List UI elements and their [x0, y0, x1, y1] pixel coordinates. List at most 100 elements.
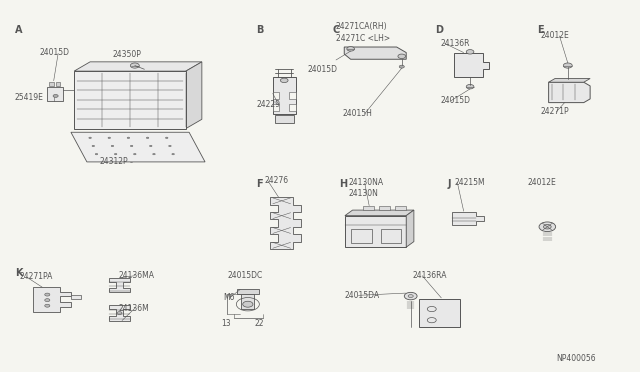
Text: A: A — [15, 25, 22, 35]
Bar — [49, 82, 54, 86]
Bar — [241, 294, 254, 309]
Text: 24136R: 24136R — [440, 39, 470, 48]
Text: J: J — [448, 179, 451, 189]
Text: 25419E: 25419E — [15, 93, 44, 102]
Text: 24015DC: 24015DC — [227, 271, 262, 280]
Circle shape — [347, 46, 355, 51]
Circle shape — [169, 145, 172, 147]
Polygon shape — [186, 62, 202, 129]
Text: 24136MA: 24136MA — [119, 271, 155, 280]
Circle shape — [89, 137, 92, 138]
Bar — [273, 77, 296, 114]
Bar — [71, 295, 81, 299]
Text: 24130N: 24130N — [349, 189, 379, 198]
Text: 24012E: 24012E — [540, 31, 569, 41]
Circle shape — [166, 137, 168, 138]
Text: 24271C <LH>: 24271C <LH> — [336, 34, 390, 43]
Text: 24015D: 24015D — [39, 48, 69, 57]
Polygon shape — [109, 278, 130, 292]
Text: 24271P: 24271P — [540, 108, 569, 116]
Circle shape — [153, 153, 156, 155]
Text: 24015DA: 24015DA — [344, 291, 380, 300]
Text: B: B — [256, 25, 264, 35]
Circle shape — [95, 153, 98, 155]
Circle shape — [53, 94, 58, 97]
Circle shape — [45, 299, 50, 302]
Circle shape — [408, 295, 413, 298]
Circle shape — [399, 65, 404, 68]
Bar — [381, 229, 401, 243]
Text: NP400056: NP400056 — [556, 354, 596, 363]
Text: E: E — [537, 25, 544, 35]
Polygon shape — [345, 210, 414, 216]
Text: 24012E: 24012E — [527, 178, 556, 187]
Circle shape — [150, 145, 152, 147]
Text: 24130NA: 24130NA — [349, 178, 384, 187]
Bar — [289, 105, 296, 111]
Text: 22: 22 — [255, 320, 264, 328]
Circle shape — [243, 301, 253, 307]
Circle shape — [134, 153, 136, 155]
Text: 13: 13 — [221, 320, 230, 328]
Circle shape — [543, 225, 551, 229]
Polygon shape — [109, 305, 130, 321]
Polygon shape — [270, 197, 301, 249]
Circle shape — [467, 49, 474, 54]
Text: H: H — [339, 179, 348, 189]
Text: 24271CA(RH): 24271CA(RH) — [336, 22, 388, 31]
Bar — [74, 71, 186, 129]
Text: D: D — [435, 25, 443, 35]
Circle shape — [398, 54, 406, 58]
Circle shape — [467, 84, 474, 89]
Circle shape — [115, 153, 117, 155]
Text: 24015D: 24015D — [440, 96, 470, 105]
Text: F: F — [256, 179, 263, 189]
Bar — [237, 289, 259, 294]
Text: M6: M6 — [223, 293, 234, 302]
Bar — [273, 105, 279, 111]
Text: 24312P: 24312P — [100, 157, 128, 166]
Bar — [47, 87, 63, 101]
Circle shape — [108, 137, 111, 138]
Polygon shape — [345, 216, 406, 247]
Text: 24015H: 24015H — [342, 109, 372, 118]
Bar — [56, 82, 60, 86]
Bar — [363, 206, 374, 210]
Polygon shape — [548, 78, 590, 82]
Bar — [395, 206, 406, 210]
Bar — [379, 206, 390, 210]
Text: C: C — [333, 25, 340, 35]
Circle shape — [45, 304, 50, 307]
Circle shape — [563, 63, 572, 68]
Circle shape — [92, 145, 95, 147]
Circle shape — [117, 312, 122, 315]
Text: 24015D: 24015D — [307, 65, 337, 74]
Bar — [289, 92, 296, 99]
Text: 24350P: 24350P — [113, 50, 141, 59]
Polygon shape — [344, 47, 406, 59]
Circle shape — [127, 137, 130, 138]
Text: 24136M: 24136M — [119, 304, 150, 313]
Text: 24271PA: 24271PA — [20, 272, 53, 281]
Polygon shape — [452, 212, 484, 225]
Circle shape — [280, 78, 288, 83]
Circle shape — [404, 292, 417, 300]
Text: 24136RA: 24136RA — [413, 271, 447, 280]
Text: K: K — [15, 267, 22, 278]
Bar — [273, 92, 279, 99]
Polygon shape — [71, 132, 205, 162]
Polygon shape — [33, 287, 71, 312]
Polygon shape — [454, 52, 489, 77]
Bar — [351, 229, 372, 243]
Bar — [275, 115, 294, 123]
Polygon shape — [548, 82, 590, 103]
Text: 24215M: 24215M — [454, 178, 484, 187]
Circle shape — [131, 63, 140, 68]
Polygon shape — [406, 210, 414, 247]
Circle shape — [45, 293, 50, 296]
Polygon shape — [74, 62, 202, 71]
Bar — [419, 299, 461, 327]
Circle shape — [147, 137, 149, 138]
Text: 24276: 24276 — [264, 176, 289, 185]
Circle shape — [131, 145, 133, 147]
